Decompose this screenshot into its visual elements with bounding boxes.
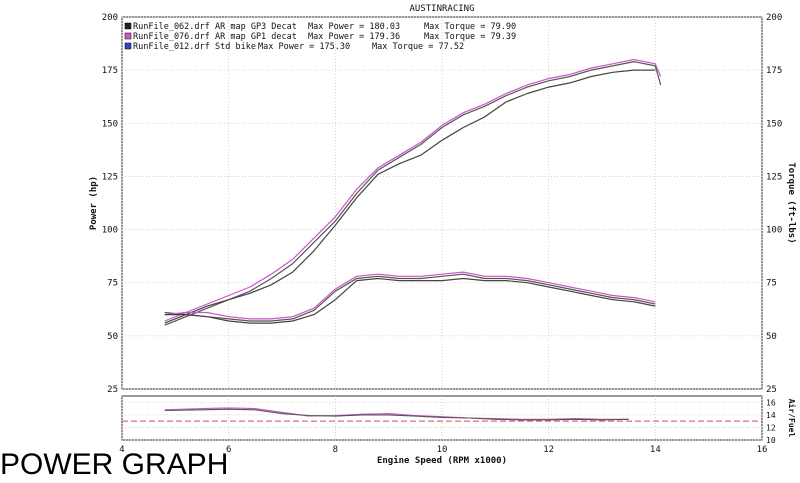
x-tick-label: 6 <box>226 445 231 455</box>
left-tick-label: 150 <box>102 119 118 129</box>
afr-tick-label: 16 <box>766 398 776 407</box>
legend-file: RunFile_012.drf <box>133 42 210 52</box>
legend-label: AR map GP3 Decat <box>215 22 297 32</box>
afr-series-line <box>164 407 629 420</box>
power-series-line <box>164 60 662 326</box>
left-tick-label: 175 <box>102 66 118 76</box>
right-axis-label: Torque (ft-lbs) <box>786 162 796 243</box>
power-series-line <box>164 58 662 322</box>
left-tick-label: 100 <box>102 226 118 236</box>
legend-label: Std bike <box>215 42 256 52</box>
left-tick-label: 125 <box>102 172 118 182</box>
legend: RunFile_062.drf AR map GP3 Decat Max Power… <box>124 22 516 52</box>
afr-series-line <box>164 408 629 421</box>
legend-power: Max Power = 175.30 <box>258 42 350 52</box>
legend-swatch <box>124 42 132 50</box>
legend-swatch <box>124 22 132 30</box>
afr-grid <box>121 396 763 441</box>
power-graph-caption: POWER GRAPH <box>0 448 229 481</box>
x-tick-label: 4 <box>119 445 124 455</box>
afr-tick-label: 12 <box>766 423 776 432</box>
main-grid <box>121 16 763 390</box>
x-tick-label: 14 <box>650 445 661 455</box>
right-tick-label: 175 <box>766 66 782 76</box>
left-tick-label: 75 <box>107 279 118 289</box>
legend-label: AR map GP1 decat <box>215 32 297 42</box>
torque-series-line <box>164 277 656 324</box>
right-tick-label: 75 <box>766 279 777 289</box>
power-series-line <box>164 69 656 324</box>
left-axis-label: Power (hp) <box>89 176 99 230</box>
afr-tick-label: 14 <box>766 411 776 420</box>
legend-power: Max Power = 179.36 <box>308 32 400 42</box>
afr-axis-ticks: 10 12 14 16 <box>766 398 776 445</box>
legend-power: Max Power = 180.03 <box>308 22 400 32</box>
right-axis-ticks: 25 50 75 100 125 150 175 200 <box>766 13 782 395</box>
afr-plot: 10 12 14 16 <box>121 395 776 445</box>
legend-torque: Max Torque = 79.90 <box>424 22 516 32</box>
right-tick-label: 125 <box>766 172 782 182</box>
right-tick-label: 200 <box>766 13 782 23</box>
afr-tick-label: 10 <box>766 436 776 445</box>
afr-series-layer <box>164 407 629 421</box>
torque-series-line <box>164 273 656 322</box>
legend-file: RunFile_062.drf <box>133 22 210 32</box>
legend-swatch <box>124 32 132 40</box>
x-tick-label: 8 <box>333 445 338 455</box>
legend-torque: Max Torque = 77.52 <box>372 42 464 52</box>
torque-series-line <box>164 271 656 320</box>
right-tick-label: 50 <box>766 332 777 342</box>
x-tick-label: 16 <box>757 445 768 455</box>
left-axis-ticks: 25 50 75 100 125 150 175 200 <box>102 13 118 395</box>
series-layer <box>164 58 662 326</box>
x-tick-label: 10 <box>437 445 448 455</box>
left-tick-label: 200 <box>102 13 118 23</box>
right-tick-label: 25 <box>766 385 777 395</box>
legend-torque: Max Torque = 79.39 <box>424 32 516 42</box>
right-tick-label: 100 <box>766 226 782 236</box>
x-axis-label: Engine Speed (RPM x1000) <box>377 455 507 466</box>
chart-title: AUSTINRACING <box>409 4 474 14</box>
main-plot: 25 50 75 100 125 150 175 200 25 50 75 100 125 150 175… <box>102 13 783 395</box>
left-tick-label: 50 <box>107 332 118 342</box>
legend-file: RunFile_076.drf <box>133 32 210 42</box>
left-tick-label: 25 <box>107 385 118 395</box>
right-tick-label: 150 <box>766 119 782 129</box>
x-tick-label: 12 <box>543 445 554 455</box>
afr-axis-label: Air/Fuel <box>787 399 797 438</box>
x-axis-ticks: 4 6 8 10 12 14 16 <box>119 445 767 455</box>
